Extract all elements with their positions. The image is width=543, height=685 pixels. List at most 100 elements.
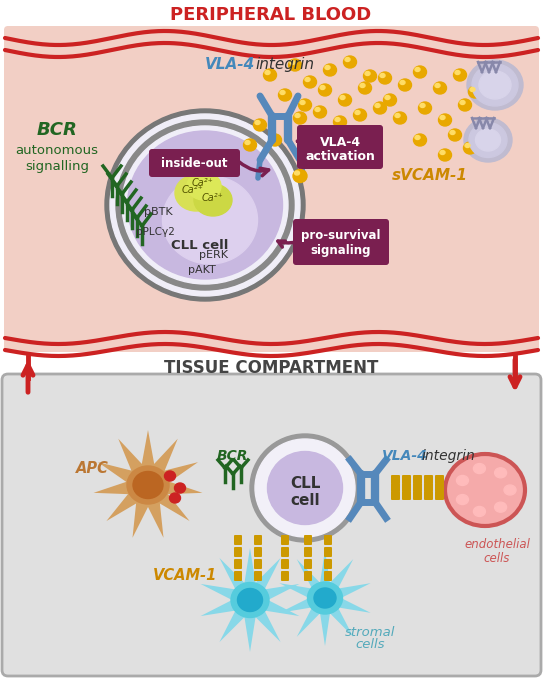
Ellipse shape — [307, 582, 343, 614]
FancyBboxPatch shape — [4, 26, 539, 352]
FancyBboxPatch shape — [402, 483, 411, 492]
FancyBboxPatch shape — [254, 547, 262, 557]
Text: inside-out: inside-out — [161, 156, 228, 169]
Text: signalling: signalling — [25, 160, 89, 173]
Text: CLL: CLL — [290, 475, 320, 490]
Ellipse shape — [400, 81, 405, 84]
Text: TISSUE COMPARTMENT: TISSUE COMPARTMENT — [164, 359, 378, 377]
Ellipse shape — [453, 69, 466, 81]
Ellipse shape — [231, 582, 269, 617]
Ellipse shape — [237, 588, 262, 612]
Ellipse shape — [473, 464, 485, 473]
Ellipse shape — [467, 60, 523, 110]
Ellipse shape — [433, 82, 446, 94]
Ellipse shape — [375, 103, 380, 108]
Ellipse shape — [383, 94, 396, 106]
Text: BCR: BCR — [216, 449, 248, 463]
Text: Ca²⁺: Ca²⁺ — [191, 178, 213, 188]
Ellipse shape — [194, 184, 232, 216]
FancyBboxPatch shape — [324, 559, 332, 569]
Text: VCAM-1: VCAM-1 — [153, 567, 217, 582]
Ellipse shape — [263, 69, 276, 81]
FancyBboxPatch shape — [297, 125, 383, 169]
Ellipse shape — [469, 123, 507, 158]
FancyBboxPatch shape — [391, 483, 400, 492]
Ellipse shape — [187, 172, 221, 200]
FancyBboxPatch shape — [324, 547, 332, 557]
Ellipse shape — [479, 71, 511, 99]
FancyBboxPatch shape — [234, 559, 242, 569]
Text: activation: activation — [305, 149, 375, 162]
Ellipse shape — [440, 151, 445, 155]
Text: pERK: pERK — [199, 250, 228, 260]
Ellipse shape — [380, 73, 385, 77]
Text: sVCAM-1: sVCAM-1 — [392, 168, 468, 182]
Ellipse shape — [374, 102, 387, 114]
Ellipse shape — [175, 175, 217, 211]
Text: APC: APC — [75, 460, 109, 475]
Ellipse shape — [174, 483, 186, 493]
Ellipse shape — [280, 90, 285, 95]
FancyBboxPatch shape — [234, 547, 242, 557]
FancyBboxPatch shape — [435, 483, 444, 492]
FancyBboxPatch shape — [435, 491, 444, 500]
Ellipse shape — [162, 176, 257, 264]
Ellipse shape — [295, 114, 300, 118]
FancyBboxPatch shape — [2, 374, 541, 676]
FancyBboxPatch shape — [435, 475, 444, 484]
Ellipse shape — [385, 95, 390, 99]
Ellipse shape — [105, 109, 305, 301]
FancyBboxPatch shape — [254, 571, 262, 581]
Ellipse shape — [293, 169, 307, 182]
Text: VLA-4: VLA-4 — [205, 56, 255, 71]
FancyBboxPatch shape — [254, 559, 262, 569]
Ellipse shape — [457, 475, 469, 486]
Ellipse shape — [395, 114, 400, 118]
FancyBboxPatch shape — [281, 559, 289, 569]
Ellipse shape — [319, 84, 331, 96]
FancyBboxPatch shape — [424, 475, 433, 484]
Ellipse shape — [325, 66, 330, 69]
Text: pAKT: pAKT — [188, 265, 216, 275]
Text: cell: cell — [290, 493, 320, 508]
Ellipse shape — [288, 59, 301, 71]
Ellipse shape — [460, 101, 465, 105]
Text: pPLCγ2: pPLCγ2 — [136, 227, 174, 237]
FancyBboxPatch shape — [304, 535, 312, 545]
Ellipse shape — [353, 109, 367, 121]
Ellipse shape — [268, 451, 343, 525]
Ellipse shape — [299, 99, 312, 111]
Ellipse shape — [255, 121, 260, 125]
Ellipse shape — [440, 116, 445, 119]
Ellipse shape — [414, 134, 426, 146]
Ellipse shape — [324, 64, 337, 76]
FancyBboxPatch shape — [281, 547, 289, 557]
Text: integrin: integrin — [256, 56, 314, 71]
FancyArrowPatch shape — [297, 141, 306, 149]
FancyBboxPatch shape — [234, 571, 242, 581]
Ellipse shape — [415, 68, 420, 71]
Ellipse shape — [294, 112, 306, 124]
Ellipse shape — [320, 86, 325, 90]
FancyBboxPatch shape — [254, 535, 262, 545]
Text: integrin: integrin — [421, 449, 475, 463]
Ellipse shape — [445, 454, 525, 526]
Text: CLL cell: CLL cell — [171, 238, 229, 251]
Ellipse shape — [419, 102, 432, 114]
Ellipse shape — [464, 118, 512, 162]
Ellipse shape — [495, 468, 507, 478]
Ellipse shape — [469, 86, 482, 98]
Text: VLA-4: VLA-4 — [319, 136, 361, 149]
FancyBboxPatch shape — [402, 475, 411, 484]
Ellipse shape — [345, 58, 350, 62]
Text: Ca²⁺: Ca²⁺ — [181, 185, 203, 195]
Polygon shape — [200, 548, 299, 652]
Ellipse shape — [116, 120, 294, 290]
Ellipse shape — [270, 136, 275, 140]
Text: pro-survival: pro-survival — [301, 229, 381, 242]
Ellipse shape — [358, 82, 371, 94]
Ellipse shape — [294, 171, 300, 175]
FancyBboxPatch shape — [234, 535, 242, 545]
FancyBboxPatch shape — [304, 571, 312, 581]
Ellipse shape — [250, 434, 360, 542]
